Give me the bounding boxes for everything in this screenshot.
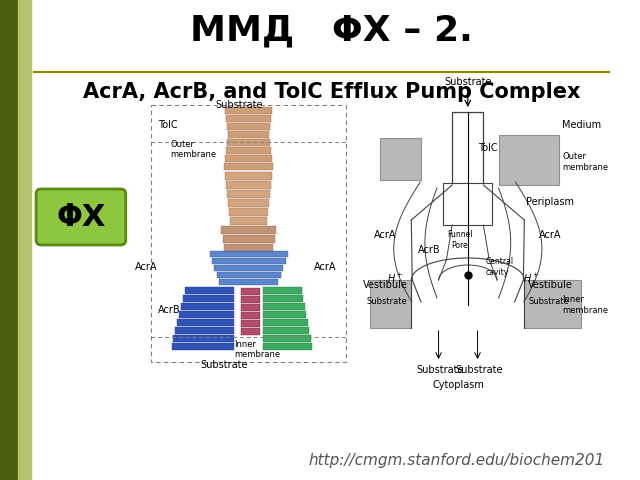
Text: Inner
membrane: Inner membrane [563, 295, 609, 315]
Text: $H^+$: $H^+$ [523, 272, 540, 285]
Bar [263, 311, 306, 318]
Text: AcrA: AcrA [374, 230, 396, 240]
Text: AcrA: AcrA [314, 262, 336, 272]
Text: AcrB: AcrB [158, 305, 180, 315]
Bar [371, 280, 412, 328]
Bar [263, 303, 305, 310]
Text: ΦХ: ΦХ [56, 203, 106, 231]
Bar [183, 295, 234, 302]
Bar [172, 343, 234, 350]
Bar [263, 319, 308, 326]
Bar [228, 199, 269, 207]
Bar [263, 295, 303, 302]
Bar [175, 327, 234, 334]
Bar [263, 335, 311, 342]
Text: Substrate: Substrate [444, 77, 492, 87]
Bar [218, 272, 281, 278]
Bar [0, 0, 17, 480]
Bar [263, 287, 302, 294]
Text: Inner
membrane: Inner membrane [234, 340, 280, 360]
Text: Cytoplasm: Cytoplasm [432, 380, 484, 390]
Bar [241, 328, 260, 335]
Text: Substrate: Substrate [417, 365, 464, 375]
Bar [177, 319, 234, 326]
Bar [209, 251, 287, 257]
Text: AcrB: AcrB [417, 245, 440, 255]
Text: Substrate: Substrate [529, 297, 569, 306]
Bar [225, 172, 272, 180]
Bar [17, 0, 31, 480]
Bar [263, 327, 309, 334]
Text: Outer
membrane: Outer membrane [563, 152, 609, 172]
Bar [214, 265, 283, 271]
Text: $H^+$: $H^+$ [387, 272, 403, 285]
Text: Periplasm: Periplasm [526, 197, 574, 207]
Bar [220, 279, 278, 285]
Bar [263, 343, 312, 350]
Text: Medium: Medium [563, 120, 602, 130]
FancyBboxPatch shape [36, 189, 125, 245]
Bar [185, 287, 234, 294]
Bar [228, 131, 269, 138]
Text: Substrate: Substrate [215, 100, 262, 110]
Bar [241, 312, 260, 319]
Text: AcrA: AcrA [540, 230, 562, 240]
Bar [444, 183, 492, 225]
Text: TolC: TolC [158, 120, 177, 130]
Bar [226, 147, 271, 154]
Text: Vestibule: Vestibule [528, 280, 573, 290]
Text: Substrate: Substrate [200, 360, 248, 370]
Text: Vestibule: Vestibule [362, 280, 408, 290]
Text: Outer
membrane: Outer membrane [170, 140, 217, 159]
Bar [241, 304, 260, 311]
Bar [173, 335, 234, 342]
Text: ММД   ΦХ – 2.: ММД ΦХ – 2. [190, 13, 473, 47]
Bar [224, 244, 273, 252]
Bar [226, 115, 271, 122]
Bar [229, 208, 268, 216]
Text: Funnel
Pore: Funnel Pore [447, 230, 473, 250]
Bar [241, 320, 260, 327]
Bar [524, 280, 581, 328]
Bar [179, 311, 234, 318]
Text: TolC: TolC [477, 143, 497, 153]
Text: Central
cavity: Central cavity [485, 257, 513, 276]
Bar [227, 123, 270, 130]
Text: http://cmgm.stanford.edu/biochem201: http://cmgm.stanford.edu/biochem201 [308, 453, 604, 468]
Bar [225, 155, 272, 162]
Bar [181, 303, 234, 310]
Bar [212, 258, 285, 264]
Bar [241, 288, 260, 295]
Bar [380, 138, 421, 180]
Bar [499, 135, 559, 185]
Text: Substrate: Substrate [367, 297, 407, 306]
Bar [225, 107, 272, 114]
Bar [227, 190, 270, 198]
Text: AcrA, AcrB, and TolC Efflux Pump Complex: AcrA, AcrB, and TolC Efflux Pump Complex [83, 82, 580, 102]
Bar [226, 181, 271, 189]
Bar [227, 139, 270, 146]
Bar [230, 217, 267, 225]
Bar [223, 235, 275, 243]
Text: AcrA: AcrA [136, 262, 158, 272]
Bar [452, 112, 483, 184]
Bar [221, 226, 276, 234]
Bar [224, 163, 273, 170]
Bar [241, 296, 260, 303]
Text: Substrate: Substrate [456, 365, 503, 375]
